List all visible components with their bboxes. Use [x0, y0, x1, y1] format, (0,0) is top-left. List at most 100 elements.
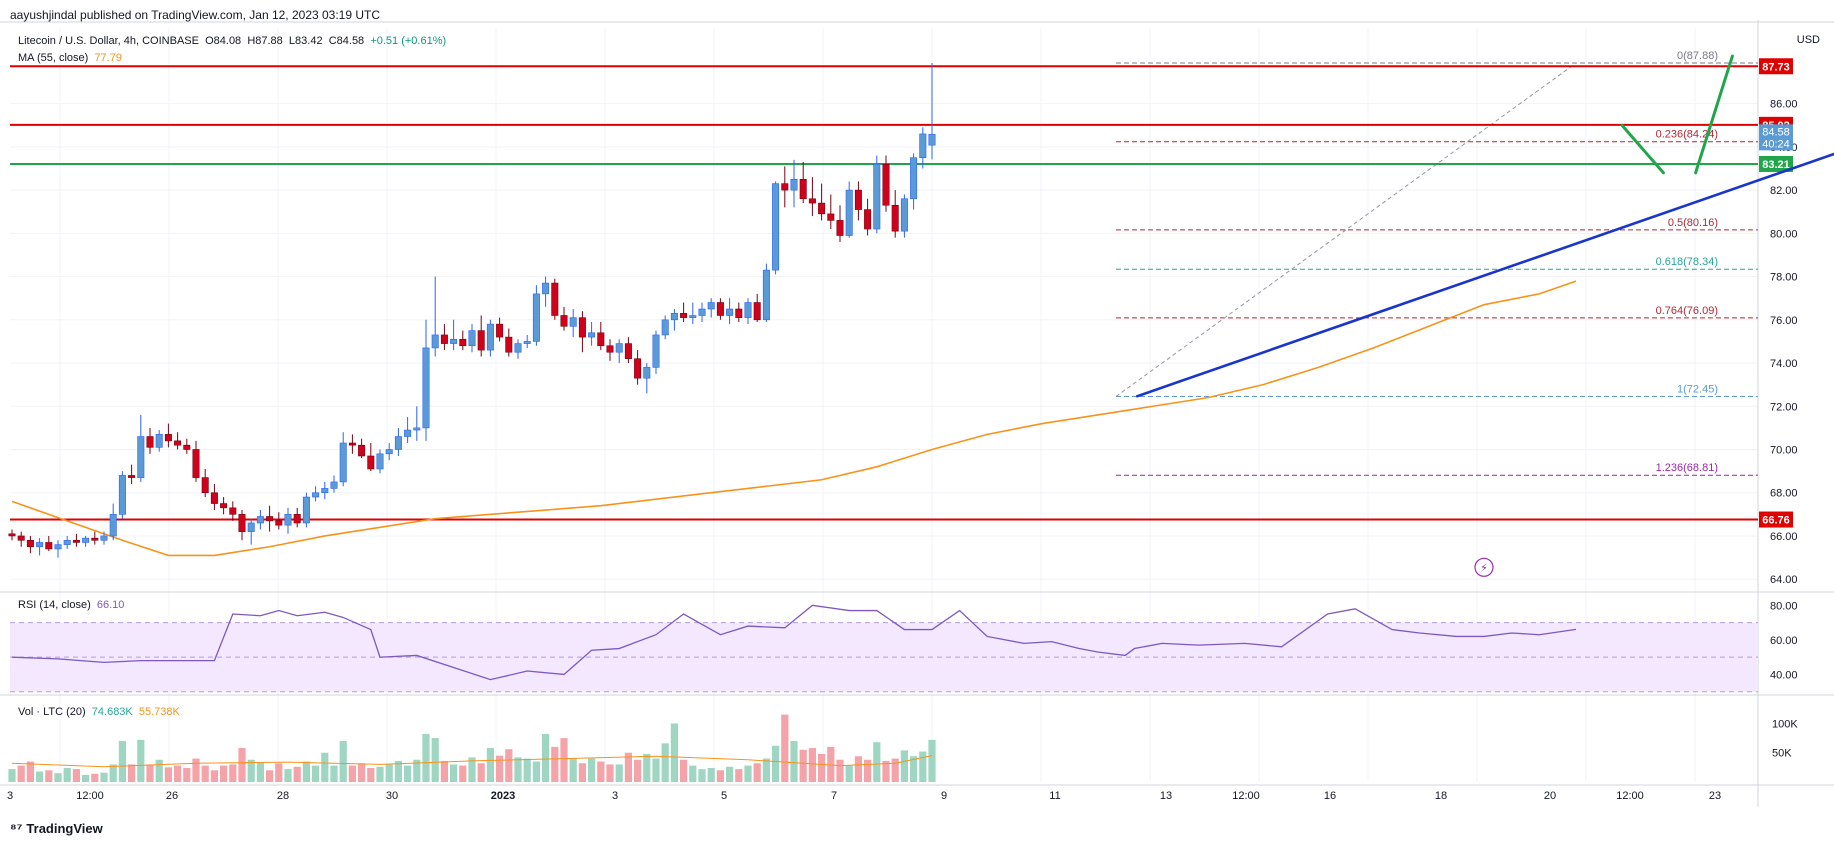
y-tick-label: 80.00 [1770, 228, 1798, 240]
candle-body [606, 345, 614, 353]
candle-body [744, 302, 752, 318]
candle-body [477, 330, 485, 351]
volume-bar [376, 766, 384, 782]
volume-bar [54, 773, 62, 782]
volume-bar [698, 769, 706, 782]
ohlc-open: O84.08 [205, 35, 242, 47]
x-tick-label: 16 [1324, 790, 1336, 802]
volume-bar [450, 764, 458, 782]
fib-guide-line [1115, 62, 1577, 397]
candle-body [26, 539, 34, 548]
volume-bar [873, 742, 881, 782]
candle-body [781, 183, 789, 191]
rsi-line [11, 604, 1577, 681]
volume-bar [910, 756, 918, 782]
x-tick-label: 9 [941, 790, 947, 802]
volume-bar [588, 758, 596, 782]
volume-bar [505, 749, 513, 782]
tradingview-logo-icon: ⁸⁷ [10, 820, 23, 836]
volume-bar [716, 770, 724, 782]
ohlc-close: C84.58 [328, 35, 365, 47]
candle-body [330, 481, 338, 489]
candle-body [164, 434, 172, 442]
candle-body [201, 477, 209, 494]
symbol-header: Litecoin / U.S. Dollar, 4h, COINBASE O84… [18, 35, 446, 47]
candle-body [210, 492, 218, 504]
fib-level-label: 0.5(80.16) [1668, 217, 1718, 229]
x-tick-label: 13 [1160, 790, 1172, 802]
volume-bar [330, 765, 338, 782]
candle-body [404, 429, 412, 437]
volume-bar [118, 741, 126, 782]
volume-bar [827, 746, 835, 782]
y-tick-label: 70.00 [1770, 445, 1798, 457]
candle-body [118, 475, 126, 515]
x-tick-label: 28 [277, 790, 289, 802]
candle-body [790, 179, 798, 191]
tradingview-brand[interactable]: ⁸⁷ TradingView [10, 820, 103, 836]
volume-bar [247, 759, 255, 782]
rsi-legend[interactable]: RSI (14, close) 66.10 [18, 599, 124, 611]
volume-bar [63, 767, 71, 782]
volume-bar [229, 764, 237, 782]
candle-body [845, 189, 853, 236]
volume-legend[interactable]: Vol · LTC (20) 74.683K 55.738K [18, 706, 180, 718]
volume-bar [302, 761, 310, 782]
candle-body [376, 453, 384, 470]
ma-legend[interactable]: MA (55, close) 77.79 [18, 52, 122, 64]
volume-bar [358, 763, 366, 782]
volume-bar [808, 748, 816, 782]
candle-body [358, 444, 366, 457]
volume-bar [155, 759, 163, 782]
candle-body [505, 336, 513, 353]
volume-bar [431, 738, 439, 782]
candle-body [422, 347, 430, 429]
volume-bar [615, 764, 623, 782]
candle-body [882, 163, 890, 206]
candle-body [542, 282, 550, 295]
rsi-tick-label: 60.00 [1770, 635, 1798, 647]
volume-bar [220, 765, 228, 782]
y-tick-label: 76.00 [1770, 315, 1798, 327]
x-tick-label: 12:00 [76, 790, 104, 802]
ma-55-line [11, 280, 1577, 557]
x-tick-label: 18 [1435, 790, 1447, 802]
volume-bar [689, 765, 697, 782]
candle-body [17, 535, 25, 541]
candle-body [155, 434, 163, 448]
volume-bar [560, 738, 568, 782]
volume-bar [367, 767, 375, 782]
x-tick-label: 5 [721, 790, 727, 802]
level-price-label: 66.76 [1762, 515, 1790, 527]
volume-bar [928, 739, 936, 782]
x-tick-label: 26 [166, 790, 178, 802]
volume-bar [781, 714, 789, 782]
x-tick-label: 12:00 [1232, 790, 1260, 802]
x-tick-label: 23 [1709, 790, 1721, 802]
volume-bar [523, 758, 531, 782]
candle-body [854, 189, 862, 210]
ma-value: 77.79 [94, 52, 122, 64]
candle-body [247, 522, 255, 532]
candle-body [597, 332, 605, 347]
candle-body [808, 198, 816, 204]
candle-body [8, 533, 16, 537]
candle-body [413, 427, 421, 431]
volume-bar [643, 753, 651, 782]
volume-bar [91, 773, 99, 782]
volume-bar [339, 741, 347, 782]
volume-bar [348, 765, 356, 782]
y-tick-label: 78.00 [1770, 272, 1798, 284]
volume-bar [293, 766, 301, 782]
candle-body [293, 514, 301, 524]
candle-body [183, 444, 191, 450]
candle-body [220, 503, 228, 509]
y-tick-label: 72.00 [1770, 401, 1798, 413]
volume-bar [652, 758, 660, 782]
candle-body [367, 455, 375, 470]
volume-bar [82, 774, 90, 782]
y-tick-label: 66.00 [1770, 531, 1798, 543]
candle-body [54, 544, 62, 550]
volume-bar [312, 765, 320, 782]
